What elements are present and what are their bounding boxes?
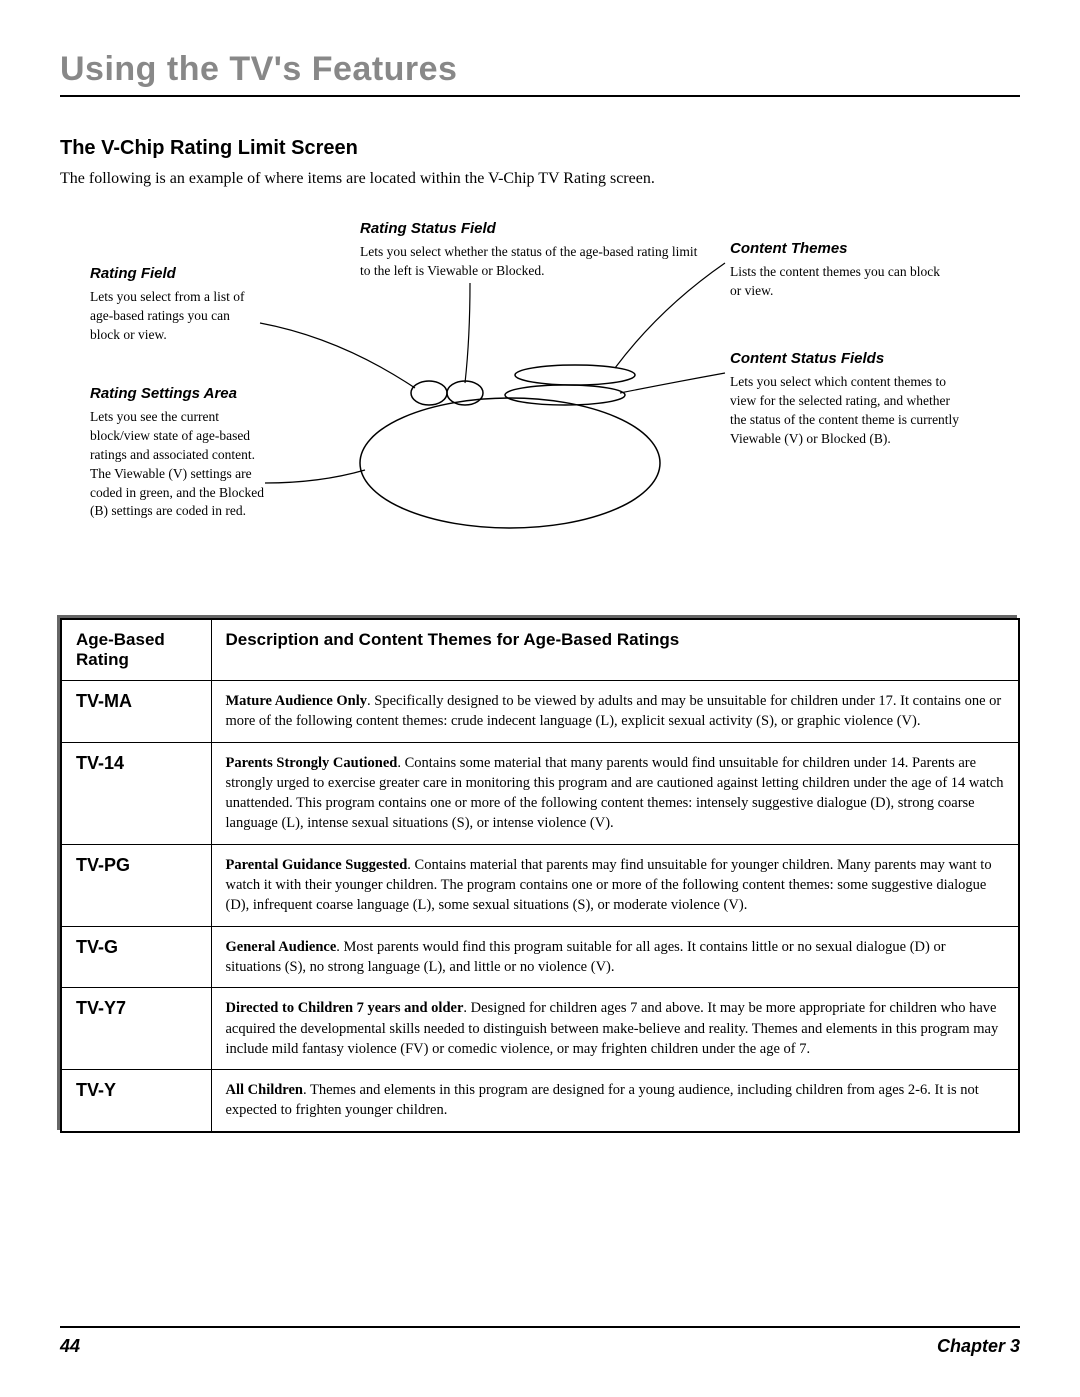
callout-body: Lets you select from a list of age-based… xyxy=(90,288,260,345)
description-lead: All Children xyxy=(226,1082,303,1098)
rating-cell: TV-MA xyxy=(61,681,211,743)
callout-content-themes: Content Themes Lists the content themes … xyxy=(730,238,950,301)
table-row: TV-PGParental Guidance Suggested. Contai… xyxy=(61,844,1019,926)
page-footer: 44 Chapter 3 xyxy=(60,1326,1020,1357)
rating-cell: TV-G xyxy=(61,926,211,988)
description-cell: Directed to Children 7 years and older. … xyxy=(211,988,1019,1070)
callout-rating-settings-area: Rating Settings Area Lets you see the cu… xyxy=(90,383,270,521)
rating-cell: TV-Y7 xyxy=(61,988,211,1070)
callout-title: Rating Settings Area xyxy=(90,383,270,404)
description-cell: Mature Audience Only. Specifically desig… xyxy=(211,681,1019,743)
diagram-area: Rating Field Lets you select from a list… xyxy=(60,208,1020,598)
table-row: TV-Y7Directed to Children 7 years and ol… xyxy=(61,988,1019,1070)
table-row: TV-14Parents Strongly Cautioned. Contain… xyxy=(61,742,1019,844)
description-cell: All Children. Themes and elements in thi… xyxy=(211,1070,1019,1132)
table-header-row: Age-Based Rating Description and Content… xyxy=(61,619,1019,681)
callout-rating-status-field: Rating Status Field Lets you select whet… xyxy=(360,218,700,281)
description-cell: Parental Guidance Suggested. Contains ma… xyxy=(211,844,1019,926)
section-title: The V-Chip Rating Limit Screen xyxy=(60,137,1020,160)
callout-body: Lets you see the current block/view stat… xyxy=(90,408,270,521)
ratings-table: Age-Based Rating Description and Content… xyxy=(60,618,1020,1133)
intro-text: The following is an example of where ite… xyxy=(60,170,1020,188)
callout-title: Rating Field xyxy=(90,263,260,284)
page-number: 44 xyxy=(60,1336,80,1357)
rating-cell: TV-PG xyxy=(61,844,211,926)
description-cell: Parents Strongly Cautioned. Contains som… xyxy=(211,742,1019,844)
description-lead: Directed to Children 7 years and older xyxy=(226,1000,464,1016)
page-title: Using the TV's Features xyxy=(60,50,1020,97)
callout-rating-field: Rating Field Lets you select from a list… xyxy=(90,263,260,345)
callout-content-status-fields: Content Status Fields Lets you select wh… xyxy=(730,348,960,449)
table-row: TV-YAll Children. Themes and elements in… xyxy=(61,1070,1019,1132)
description-lead: Mature Audience Only xyxy=(226,693,368,709)
rating-cell: TV-14 xyxy=(61,742,211,844)
chapter-label: Chapter 3 xyxy=(937,1336,1020,1357)
callout-title: Content Themes xyxy=(730,238,950,259)
callout-title: Rating Status Field xyxy=(360,218,700,239)
callout-body: Lets you select whether the status of th… xyxy=(360,243,700,281)
header-description: Description and Content Themes for Age-B… xyxy=(211,619,1019,681)
description-lead: Parental Guidance Suggested xyxy=(226,857,408,873)
description-cell: General Audience. Most parents would fin… xyxy=(211,926,1019,988)
header-rating: Age-Based Rating xyxy=(61,619,211,681)
description-body: . Themes and elements in this program ar… xyxy=(226,1082,979,1118)
callout-title: Content Status Fields xyxy=(730,348,960,369)
description-lead: General Audience xyxy=(226,939,337,955)
table-row: TV-MAMature Audience Only. Specifically … xyxy=(61,681,1019,743)
callout-body: Lists the content themes you can block o… xyxy=(730,263,950,301)
callout-body: Lets you select which content themes to … xyxy=(730,373,960,449)
table-row: TV-GGeneral Audience. Most parents would… xyxy=(61,926,1019,988)
rating-cell: TV-Y xyxy=(61,1070,211,1132)
description-lead: Parents Strongly Cautioned xyxy=(226,755,398,771)
